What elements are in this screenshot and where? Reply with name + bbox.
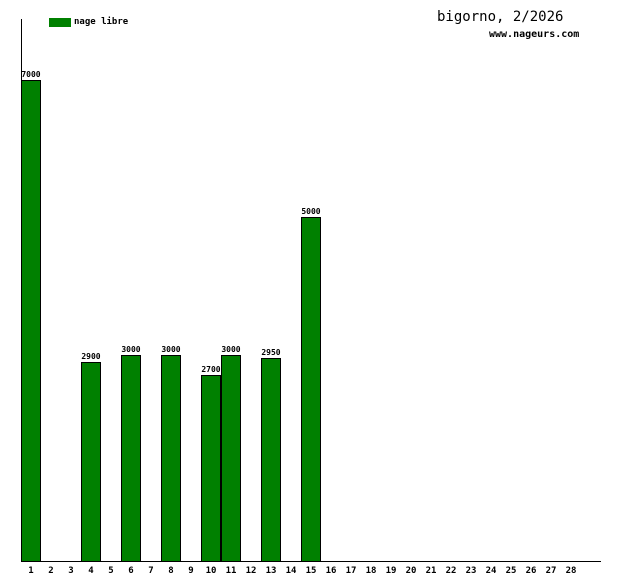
x-tick-label-10: 10 bbox=[205, 566, 217, 576]
legend-color-swatch bbox=[49, 18, 71, 27]
x-tick-label-24: 24 bbox=[485, 566, 497, 576]
bar-value-label-day-13: 2950 bbox=[261, 348, 281, 357]
x-tick-label-25: 25 bbox=[505, 566, 517, 576]
x-tick-label-17: 17 bbox=[345, 566, 357, 576]
x-tick-label-15: 15 bbox=[305, 566, 317, 576]
bar-day-6 bbox=[121, 355, 141, 562]
x-tick-label-18: 18 bbox=[365, 566, 377, 576]
bar-value-label-day-6: 3000 bbox=[121, 345, 141, 354]
x-tick-label-3: 3 bbox=[68, 566, 74, 576]
x-tick-label-1: 1 bbox=[28, 566, 34, 576]
x-tick-label-7: 7 bbox=[148, 566, 154, 576]
chart-title: bigorno, 2/2026 bbox=[437, 9, 564, 25]
bar-value-label-day-10: 2700 bbox=[201, 365, 221, 374]
bar-day-10 bbox=[201, 375, 221, 562]
x-tick-label-4: 4 bbox=[88, 566, 94, 576]
x-tick-label-2: 2 bbox=[48, 566, 54, 576]
bar-value-label-day-15: 5000 bbox=[301, 207, 321, 216]
x-tick-label-14: 14 bbox=[285, 566, 297, 576]
bar-value-label-day-11: 3000 bbox=[221, 345, 241, 354]
x-tick-label-6: 6 bbox=[128, 566, 134, 576]
x-tick-label-27: 27 bbox=[545, 566, 557, 576]
x-tick-label-26: 26 bbox=[525, 566, 537, 576]
x-tick-label-13: 13 bbox=[265, 566, 277, 576]
x-tick-label-23: 23 bbox=[465, 566, 477, 576]
x-tick-label-12: 12 bbox=[245, 566, 257, 576]
website-url-text: www.nageurs.com bbox=[489, 29, 580, 40]
bar-value-label-day-1: 7000 bbox=[21, 70, 41, 79]
x-tick-label-8: 8 bbox=[168, 566, 174, 576]
bar-value-label-day-8: 3000 bbox=[161, 345, 181, 354]
x-tick-label-5: 5 bbox=[108, 566, 114, 576]
x-tick-label-22: 22 bbox=[445, 566, 457, 576]
bar-day-1 bbox=[21, 80, 41, 562]
bar-day-8 bbox=[161, 355, 181, 562]
x-tick-label-19: 19 bbox=[385, 566, 397, 576]
x-tick-label-21: 21 bbox=[425, 566, 437, 576]
x-tick-label-16: 16 bbox=[325, 566, 337, 576]
bar-day-11 bbox=[221, 355, 241, 562]
legend-series-label: nage libre bbox=[74, 17, 129, 27]
x-tick-label-11: 11 bbox=[225, 566, 237, 576]
x-tick-label-9: 9 bbox=[188, 566, 194, 576]
bar-day-13 bbox=[261, 358, 281, 562]
bar-day-15 bbox=[301, 217, 321, 562]
bar-value-label-day-4: 2900 bbox=[81, 352, 101, 361]
x-tick-label-28: 28 bbox=[565, 566, 577, 576]
x-tick-label-20: 20 bbox=[405, 566, 417, 576]
bar-day-4 bbox=[81, 362, 101, 562]
